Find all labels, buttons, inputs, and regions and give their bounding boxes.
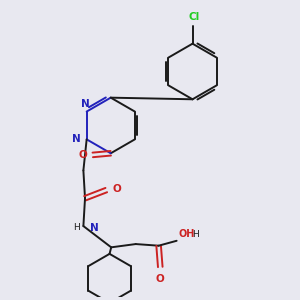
Text: N: N [72, 134, 81, 144]
Text: Cl: Cl [188, 12, 200, 22]
Text: N: N [81, 99, 89, 109]
Text: N: N [90, 223, 99, 233]
Text: O: O [78, 150, 87, 160]
Text: H: H [192, 230, 199, 239]
Text: O: O [112, 184, 121, 194]
Text: H: H [74, 223, 80, 232]
Text: O: O [156, 274, 165, 284]
Text: OH: OH [178, 229, 195, 239]
